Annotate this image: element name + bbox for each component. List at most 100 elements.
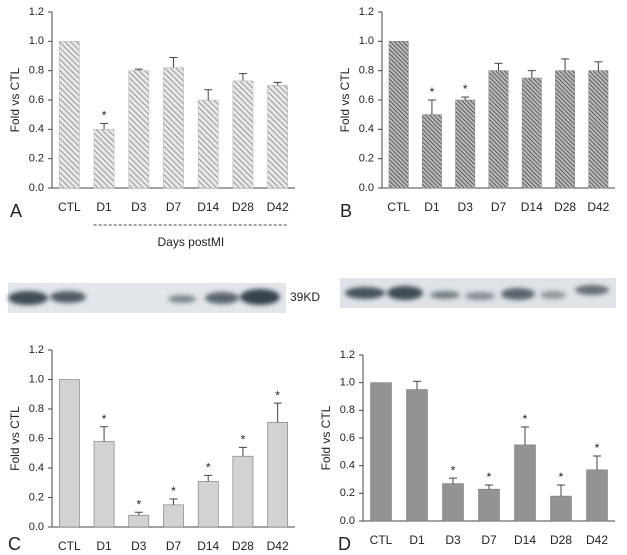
bar (128, 514, 150, 528)
significance-mark: * (171, 484, 176, 498)
panel-label: C (8, 534, 21, 554)
bar (370, 382, 392, 522)
y-tick-label: 0.4 (359, 123, 374, 135)
bar (128, 70, 150, 189)
x-tick-label: D7 (481, 533, 497, 547)
bar (93, 441, 115, 528)
y-tick-label: 0.6 (340, 432, 355, 444)
x-tick-label: D28 (550, 533, 572, 547)
significance-mark: * (102, 109, 107, 123)
y-tick-label: 0.0 (29, 182, 44, 194)
x-tick-label: D42 (586, 533, 608, 547)
y-tick-label: 0.0 (359, 182, 374, 194)
bar (93, 129, 115, 189)
y-tick-label: 0.6 (29, 432, 44, 444)
bar (514, 444, 536, 522)
bar (163, 67, 184, 189)
bar (478, 488, 500, 522)
y-tick-label: 0.2 (29, 491, 44, 503)
significance-mark: * (451, 463, 456, 477)
bar (267, 421, 289, 528)
x-tick-label: D1 (96, 200, 112, 214)
significance-mark: * (595, 441, 600, 455)
x-axis-label: Days postMI (158, 235, 225, 249)
significance-mark: * (275, 388, 280, 402)
y-axis-label: Fold vs CTL (8, 406, 22, 471)
bar (58, 41, 80, 189)
bar (421, 114, 442, 189)
significance-mark: * (559, 470, 564, 484)
y-tick-label: 0.8 (29, 403, 44, 415)
y-tick-label: 0.4 (29, 462, 44, 474)
y-tick-label: 0.8 (359, 65, 374, 77)
significance-mark: * (241, 433, 246, 447)
x-tick-label: D3 (458, 200, 474, 214)
x-tick-label: D28 (232, 539, 254, 553)
y-axis-label: Fold vs CTL (8, 67, 22, 132)
y-tick-label: 1.0 (340, 377, 355, 389)
bar (388, 41, 409, 189)
x-tick-label: D42 (267, 200, 289, 214)
bar (488, 70, 509, 189)
significance-mark: * (430, 85, 435, 99)
y-axis-label: Fold vs CTL (319, 405, 333, 470)
y-tick-label: 0.0 (340, 515, 355, 527)
y-tick-label: 0.6 (359, 94, 374, 106)
significance-mark: * (102, 412, 107, 426)
x-tick-label: D14 (197, 200, 219, 214)
x-tick-label: D42 (267, 539, 289, 553)
bar (197, 99, 219, 189)
x-tick-label: D28 (232, 200, 254, 214)
y-tick-label: 1.0 (29, 373, 44, 385)
x-tick-label: D28 (554, 200, 576, 214)
bar (588, 70, 609, 189)
panel-label: D (338, 534, 351, 554)
significance-mark: * (136, 497, 141, 511)
significance-mark: * (487, 470, 492, 484)
y-tick-label: 0.8 (29, 65, 44, 77)
bar (555, 70, 576, 189)
y-tick-label: 1.0 (29, 35, 44, 47)
blot-right (340, 278, 616, 308)
y-tick-label: 1.2 (359, 6, 374, 18)
bar (521, 77, 542, 189)
x-tick-label: CTL (58, 539, 81, 553)
x-tick-label: D1 (96, 539, 112, 553)
x-tick-label: D7 (166, 539, 182, 553)
x-tick-label: D3 (131, 539, 147, 553)
blot-size-label: 39KD (290, 290, 320, 304)
x-tick-label: D7 (166, 200, 182, 214)
blot-left (8, 283, 286, 313)
panel-label: A (10, 201, 22, 221)
x-tick-label: CTL (387, 200, 410, 214)
y-tick-label: 1.2 (29, 344, 44, 356)
y-tick-label: 0.2 (359, 153, 374, 165)
y-tick-label: 0.8 (340, 404, 355, 416)
y-tick-label: 0.4 (340, 460, 355, 472)
y-tick-label: 0.2 (340, 487, 355, 499)
y-tick-label: 0.6 (29, 94, 44, 106)
bar (163, 504, 184, 528)
x-tick-label: D1 (424, 200, 440, 214)
significance-mark: * (463, 82, 468, 96)
x-tick-label: D14 (197, 539, 219, 553)
x-tick-label: D3 (445, 533, 461, 547)
y-tick-label: 1.2 (340, 349, 355, 361)
y-tick-label: 1.0 (359, 35, 374, 47)
bar (197, 480, 219, 528)
y-tick-label: 0.2 (29, 153, 44, 165)
x-tick-label: D14 (514, 533, 536, 547)
significance-mark: * (523, 412, 528, 426)
x-tick-label: D3 (131, 200, 147, 214)
y-axis-label: Fold vs CTL (338, 67, 352, 132)
bar (550, 495, 572, 522)
bar (586, 469, 608, 522)
x-tick-label: CTL (370, 533, 393, 547)
bar (58, 379, 80, 528)
panel-label: B (340, 201, 352, 221)
x-tick-label: CTL (58, 200, 81, 214)
y-tick-label: 0.0 (29, 521, 44, 533)
bar (232, 80, 254, 189)
